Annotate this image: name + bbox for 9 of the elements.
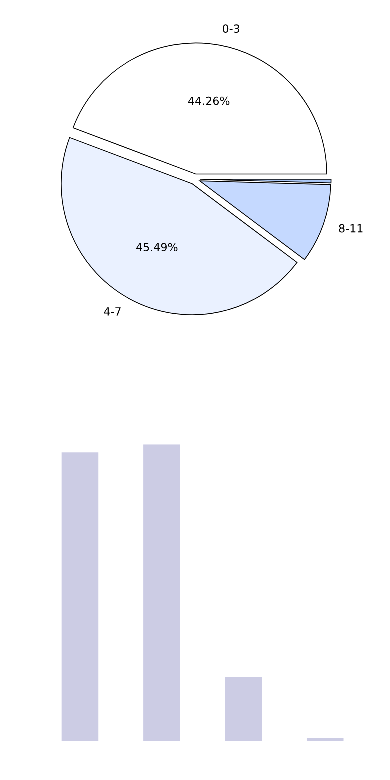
data-label: 44.26% <box>188 96 230 106</box>
slice-label: 4-7 <box>104 308 121 316</box>
bar <box>62 452 99 741</box>
slice-label: 8-11 <box>339 224 363 233</box>
bar <box>306 738 344 741</box>
data-label: 45.49% <box>136 243 178 252</box>
bar <box>144 444 180 741</box>
bar <box>225 677 262 741</box>
slice-label: 0-3 <box>222 24 240 34</box>
